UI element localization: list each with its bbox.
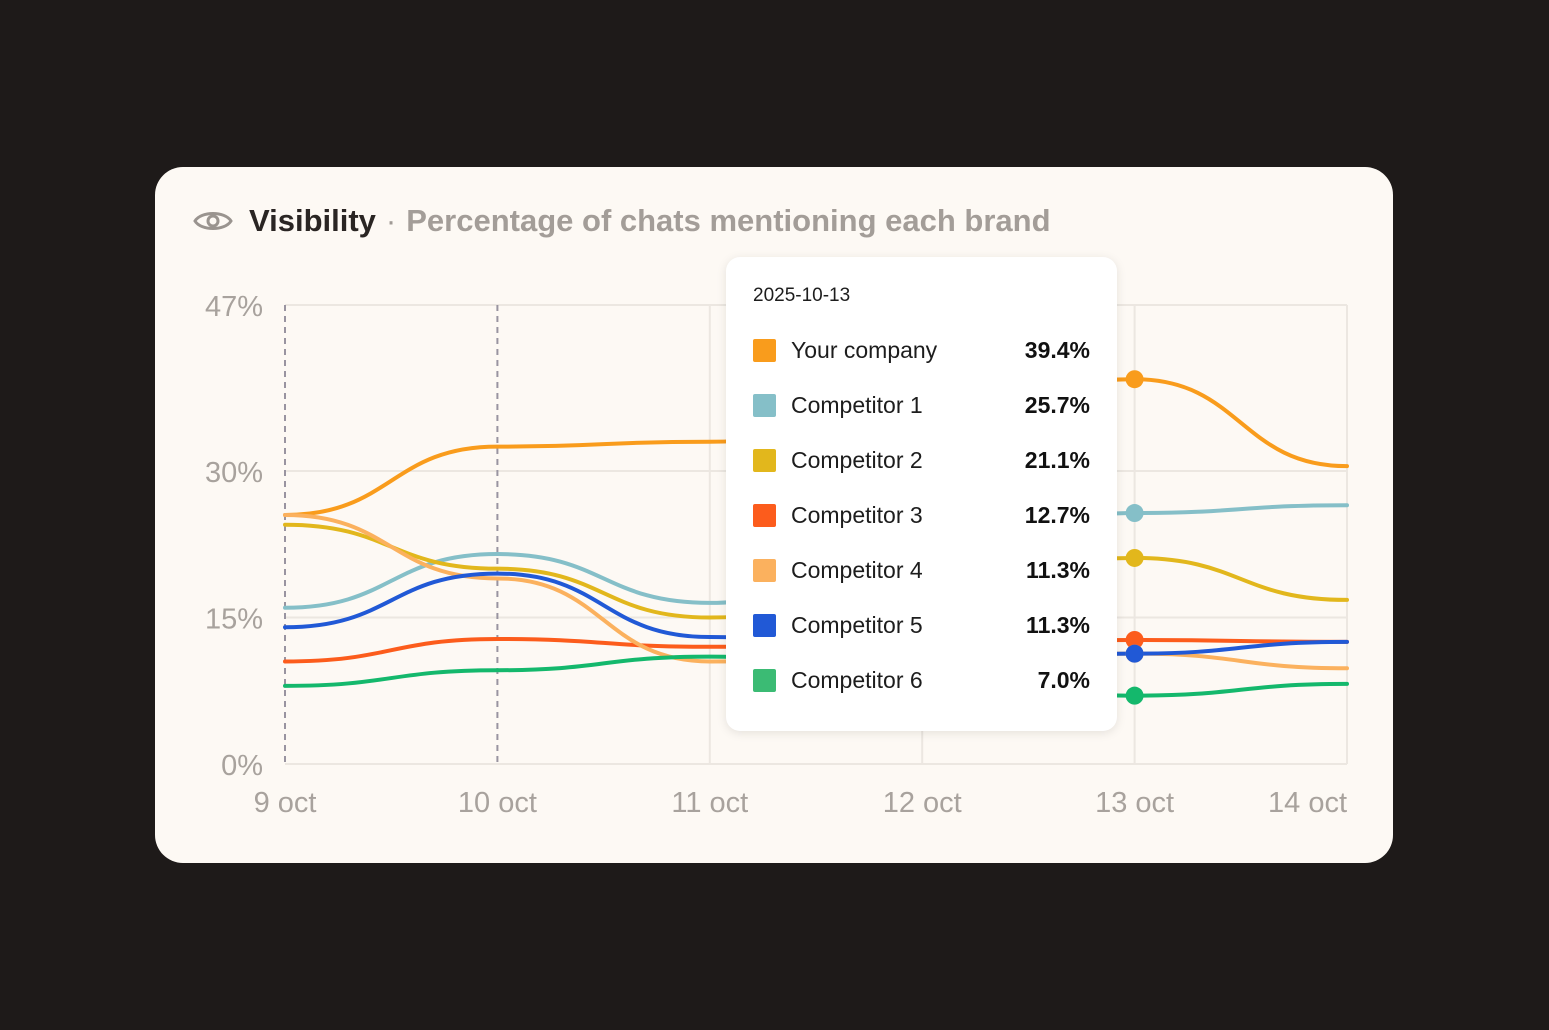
y-tick-label: 47%	[205, 291, 263, 323]
tooltip-series-value: 25.7%	[1024, 392, 1090, 418]
x-tick-label: 9 oct	[254, 787, 317, 819]
x-tick-label: 10 oct	[458, 787, 537, 819]
tooltip-row: Competitor 5 11.3%	[753, 610, 1090, 640]
tooltip-series-value: 12.7%	[1024, 502, 1090, 528]
legend-swatch	[753, 449, 776, 472]
card-header: Visibility · Percentage of chats mention…	[193, 198, 1051, 244]
title-separator: ·	[385, 203, 397, 238]
tooltip-series-name: Competitor 6	[791, 667, 923, 693]
tooltip-row: Competitor 6 7.0%	[753, 665, 1090, 695]
legend-swatch	[753, 394, 776, 417]
y-tick-label: 30%	[205, 457, 263, 489]
tooltip-row: Competitor 4 11.3%	[753, 555, 1090, 585]
tooltip-series-name: Competitor 4	[791, 557, 923, 583]
tooltip-series-value: 11.3%	[1026, 612, 1090, 638]
tooltip-row: Your company 39.4%	[753, 335, 1090, 365]
legend-swatch	[753, 339, 776, 362]
tooltip-series-value: 39.4%	[1024, 337, 1090, 363]
highlight-point	[1125, 504, 1144, 523]
tooltip-row: Competitor 3 12.7%	[753, 500, 1090, 530]
y-tick-label: 15%	[205, 604, 263, 636]
highlight-point	[1125, 370, 1144, 389]
legend-swatch	[753, 614, 776, 637]
tooltip-series-value: 7.0%	[1037, 667, 1090, 693]
tooltip-series-value: 21.1%	[1024, 447, 1090, 473]
tooltip-series-name: Competitor 2	[791, 447, 923, 473]
chart-title: Visibility	[249, 203, 376, 238]
highlight-point	[1125, 548, 1144, 567]
highlight-point	[1125, 686, 1144, 705]
x-tick-label: 14 oct	[1268, 787, 1347, 819]
tooltip-series-value: 11.3%	[1026, 557, 1090, 583]
eye-icon	[193, 212, 233, 230]
x-tick-label: 13 oct	[1095, 787, 1174, 819]
tooltip-series-name: Your company	[791, 337, 938, 363]
chart-subtitle: Percentage of chats mentioning each bran…	[406, 203, 1051, 238]
tooltip-series-name: Competitor 5	[791, 612, 923, 638]
tooltip-row: Competitor 1 25.7%	[753, 390, 1090, 420]
highlight-point	[1125, 630, 1144, 649]
x-tick-label: 11 oct	[671, 787, 748, 819]
chart-tooltip: 2025-10-13 Your company 39.4% Competitor 1…	[726, 257, 1117, 731]
tooltip-date: 2025-10-13	[753, 285, 851, 306]
legend-swatch	[753, 669, 776, 692]
tooltip-row: Competitor 2 21.1%	[753, 445, 1090, 475]
tooltip-series-name: Competitor 3	[791, 502, 923, 528]
legend-swatch	[753, 559, 776, 582]
highlight-point	[1125, 644, 1144, 663]
tooltip-series-name: Competitor 1	[791, 392, 923, 418]
x-tick-label: 12 oct	[883, 787, 962, 819]
y-tick-label: 0%	[221, 750, 263, 782]
legend-swatch	[753, 504, 776, 527]
